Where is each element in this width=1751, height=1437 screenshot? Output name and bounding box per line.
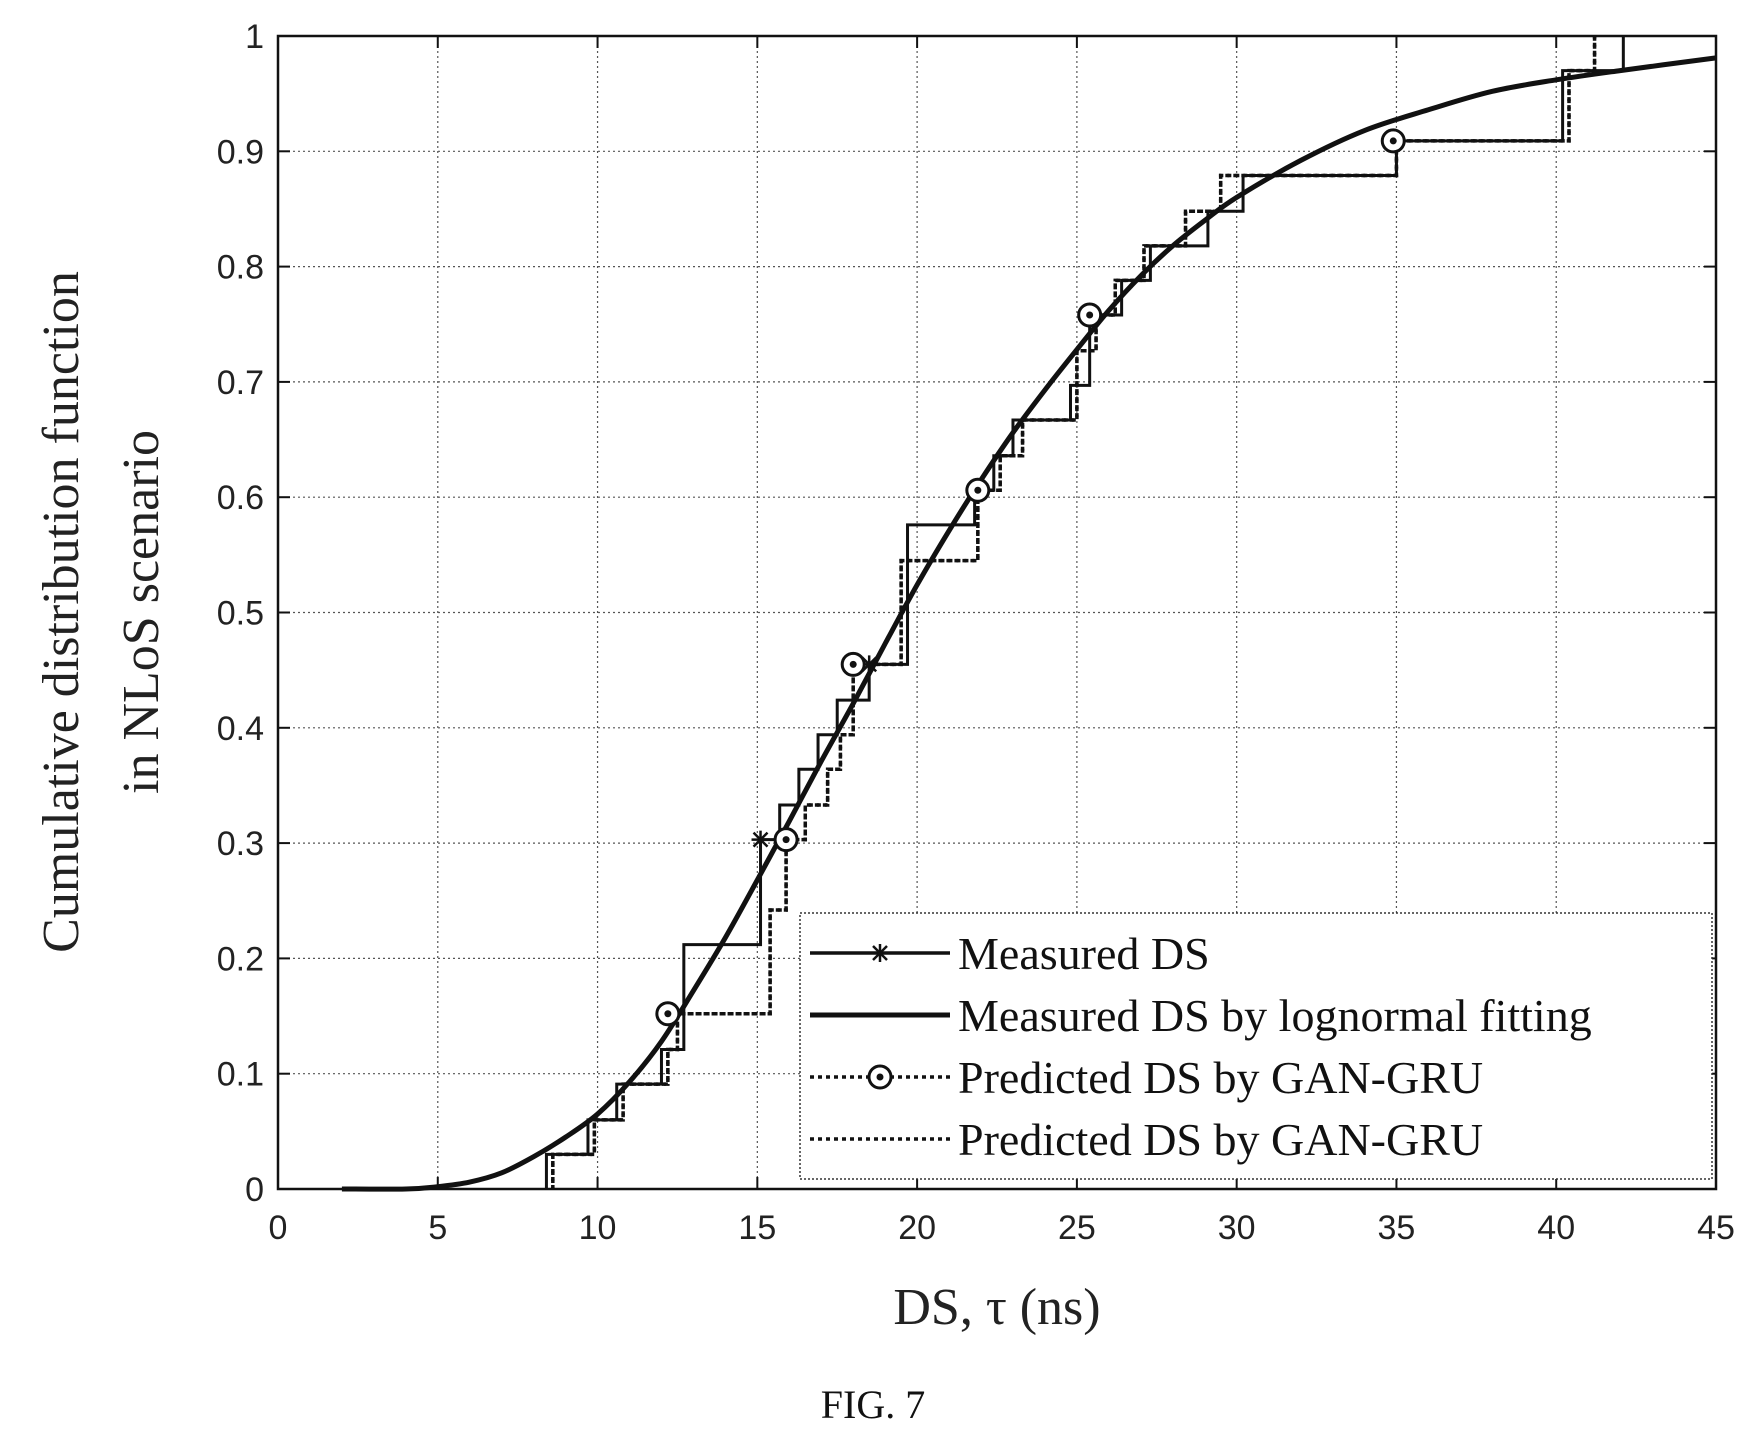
y-axis-label-line2: in NLoS scenario — [113, 430, 170, 794]
y-tick-label: 1 — [245, 18, 264, 56]
legend-label-predicted-markers: Predicted DS by GAN-GRU — [958, 1052, 1483, 1103]
y-axis-label-line1: Cumulative distribution function — [33, 271, 90, 953]
x-tick-label: 35 — [1378, 1209, 1416, 1247]
legend-marker-asterisk — [871, 944, 889, 962]
x-tick-label: 30 — [1218, 1209, 1256, 1247]
x-axis-ticks: 0 5 10 15 20 25 30 35 40 45 — [269, 36, 1735, 1247]
y-tick-label: 0.6 — [217, 479, 264, 517]
y-tick-label: 0.2 — [217, 940, 264, 978]
legend-label-lognormal-fit: Measured DS by lognormal fitting — [958, 990, 1592, 1041]
legend-swatches — [810, 944, 950, 1141]
x-axis-label: DS, τ (ns) — [893, 1279, 1100, 1336]
x-tick-label: 40 — [1537, 1209, 1575, 1247]
legend-marker-dot — [876, 1073, 884, 1081]
legend-label-predicted: Predicted DS by GAN-GRU — [958, 1114, 1483, 1165]
x-tick-label: 10 — [579, 1209, 617, 1247]
series-predicted-gan-gru — [551, 36, 1597, 1189]
y-tick-label: 0.3 — [217, 825, 264, 863]
asterisk-stroke — [752, 831, 769, 848]
series-group — [341, 36, 1717, 1192]
y-axis-ticks: 0 0.1 0.2 0.3 0.4 0.5 0.6 0.7 0.8 0.9 1 — [217, 18, 1716, 1209]
y-tick-label: 0.1 — [217, 1056, 264, 1094]
figure-caption: FIG. 7 — [821, 1382, 925, 1427]
x-tick-label: 20 — [898, 1209, 936, 1247]
legend-label-measured: Measured DS — [958, 928, 1210, 979]
legend-box — [799, 912, 1713, 1180]
y-tick-label: 0.5 — [217, 595, 264, 633]
y-tick-label: 0.7 — [217, 364, 264, 402]
predicted-marker-dot — [849, 660, 857, 668]
measured-marker-asterisk — [751, 830, 770, 849]
x-tick-label: 45 — [1697, 1209, 1735, 1247]
markers-group — [655, 128, 1406, 1027]
y-tick-label: 0 — [245, 1171, 264, 1209]
predicted-marker-dot — [974, 486, 982, 494]
series-lognormal-fit — [341, 55, 1717, 1192]
x-tick-label: 0 — [269, 1209, 288, 1247]
y-tick-label: 0.9 — [217, 133, 264, 171]
x-tick-label: 25 — [1058, 1209, 1096, 1247]
y-tick-label: 0.8 — [217, 249, 264, 287]
x-tick-label: 15 — [738, 1209, 776, 1247]
predicted-marker-dot — [664, 1010, 672, 1018]
x-tick-label: 5 — [428, 1209, 447, 1247]
y-tick-label: 0.4 — [217, 710, 264, 748]
predicted-marker-dot — [1389, 137, 1397, 145]
predicted-marker-dot — [1086, 311, 1094, 319]
predicted-marker-dot — [782, 836, 790, 844]
asterisk-stroke — [872, 945, 888, 961]
legend: Measured DS Measured DS by lognormal fit… — [799, 912, 1713, 1180]
